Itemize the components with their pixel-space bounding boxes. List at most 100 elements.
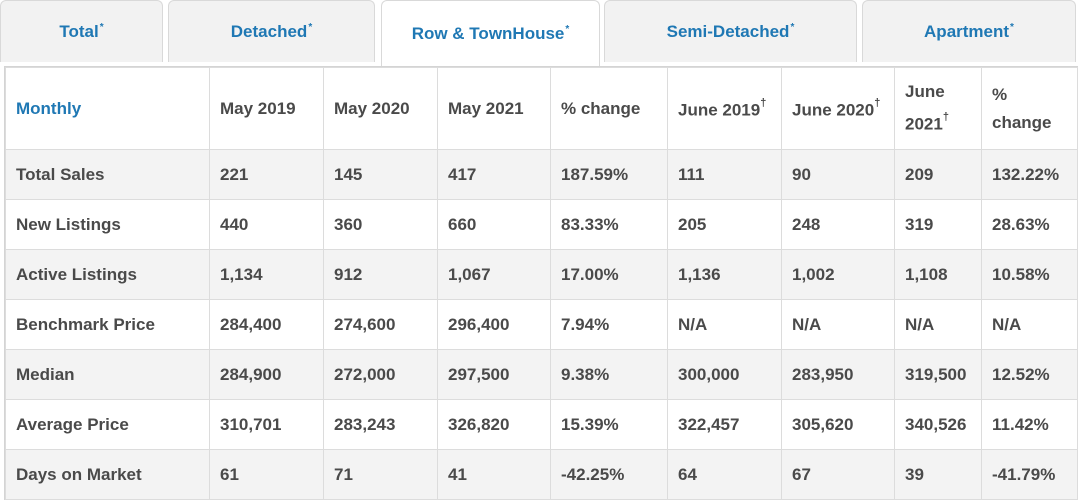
row-label: Benchmark Price (5, 299, 210, 350)
header-pct-change-june: % change (981, 67, 1078, 150)
header-may-2021: May 2021 (437, 67, 551, 150)
cell-value: 7.94% (550, 299, 668, 350)
tab-semi-detached-mark: * (790, 22, 795, 33)
header-june-2019-label: June 2019 (678, 100, 761, 120)
cell-value: 9.38% (550, 349, 668, 400)
cell-value: 39 (894, 449, 982, 500)
cell-value: 90 (781, 149, 895, 200)
cell-value: 284,900 (209, 349, 324, 400)
table-header-row: Monthly May 2019 May 2020 May 2021 % cha… (5, 67, 1078, 150)
header-june-2019-mark: † (760, 97, 767, 110)
cell-value: 326,820 (437, 399, 551, 450)
cell-value: 274,600 (323, 299, 438, 350)
cell-value: 61 (209, 449, 324, 500)
cell-value: 67 (781, 449, 895, 500)
cell-value: 15.39% (550, 399, 668, 450)
cell-value: 83.33% (550, 199, 668, 250)
cell-value: -42.25% (550, 449, 668, 500)
tab-apartment-label: Apartment (924, 21, 1010, 41)
table-row: Benchmark Price 284,400 274,600 296,400 … (5, 299, 1078, 350)
header-june-2020: June 2020† (781, 67, 895, 150)
row-label: Average Price (5, 399, 210, 450)
tab-row-townhouse[interactable]: Row & TownHouse * (381, 0, 600, 66)
tab-total-mark: * (99, 22, 104, 33)
cell-value: 1,108 (894, 249, 982, 300)
cell-value: 340,526 (894, 399, 982, 450)
table-row: Average Price 310,701 283,243 326,820 15… (5, 399, 1078, 450)
cell-value: 319,500 (894, 349, 982, 400)
cell-value: 284,400 (209, 299, 324, 350)
row-label: Median (5, 349, 210, 400)
cell-value: 1,136 (667, 249, 782, 300)
tab-detached-label: Detached (230, 21, 308, 41)
header-june-2020-mark: † (874, 97, 881, 110)
cell-value: 28.63% (981, 199, 1078, 250)
stats-table-container: Monthly May 2019 May 2020 May 2021 % cha… (4, 66, 1078, 500)
cell-value: 221 (209, 149, 324, 200)
cell-value: 205 (667, 199, 782, 250)
header-june-2021: June 2021† (894, 67, 982, 150)
cell-value: 283,950 (781, 349, 895, 400)
tab-row-townhouse-mark: * (565, 24, 570, 35)
cell-value: N/A (667, 299, 782, 350)
header-may-2020: May 2020 (323, 67, 438, 150)
cell-value: N/A (894, 299, 982, 350)
cell-value: 64 (667, 449, 782, 500)
cell-value: N/A (981, 299, 1078, 350)
cell-value: 305,620 (781, 399, 895, 450)
row-label: Days on Market (5, 449, 210, 500)
cell-value: 283,243 (323, 399, 438, 450)
cell-value: 209 (894, 149, 982, 200)
tab-semi-detached[interactable]: Semi-Detached * (604, 0, 857, 62)
tab-apartment-mark: * (1010, 22, 1014, 33)
cell-value: 111 (667, 149, 782, 200)
cell-value: 1,134 (209, 249, 324, 300)
header-june-2020-label: June 2020 (792, 100, 875, 120)
cell-value: 10.58% (981, 249, 1078, 300)
header-june-2021-label: June 2021 (905, 82, 945, 134)
cell-value: 187.59% (550, 149, 668, 200)
cell-value: 912 (323, 249, 438, 300)
cell-value: -41.79% (981, 449, 1078, 500)
tab-row-townhouse-label: Row & TownHouse (411, 23, 565, 43)
tab-detached-mark: * (308, 22, 313, 33)
header-may-2019: May 2019 (209, 67, 324, 150)
row-label: Active Listings (5, 249, 210, 300)
table-row: New Listings 440 360 660 83.33% 205 248 … (5, 199, 1078, 250)
header-monthly: Monthly (5, 67, 210, 150)
tab-apartment[interactable]: Apartment * (862, 0, 1076, 62)
cell-value: 272,000 (323, 349, 438, 400)
tab-detached[interactable]: Detached * (168, 0, 375, 62)
table-row: Days on Market 61 71 41 -42.25% 64 67 39… (5, 449, 1078, 500)
cell-value: 248 (781, 199, 895, 250)
tab-total-label: Total (59, 21, 99, 41)
cell-value: 41 (437, 449, 551, 500)
tab-total[interactable]: Total * (0, 0, 163, 62)
table-row: Active Listings 1,134 912 1,067 17.00% 1… (5, 249, 1078, 300)
cell-value: 145 (323, 149, 438, 200)
cell-value: 71 (323, 449, 438, 500)
row-label: New Listings (5, 199, 210, 250)
cell-value: 296,400 (437, 299, 551, 350)
cell-value: 1,067 (437, 249, 551, 300)
cell-value: 440 (209, 199, 324, 250)
cell-value: 11.42% (981, 399, 1078, 450)
cell-value: 360 (323, 199, 438, 250)
cell-value: N/A (781, 299, 895, 350)
category-tabs: Total * Detached * Row & TownHouse * Semi-D… (0, 0, 1080, 66)
row-label: Total Sales (5, 149, 210, 200)
cell-value: 660 (437, 199, 551, 250)
cell-value: 319 (894, 199, 982, 250)
table-row: Total Sales 221 145 417 187.59% 111 90 2… (5, 149, 1078, 200)
header-june-2021-mark: † (942, 111, 949, 124)
cell-value: 132.22% (981, 149, 1078, 200)
cell-value: 1,002 (781, 249, 895, 300)
cell-value: 300,000 (667, 349, 782, 400)
cell-value: 322,457 (667, 399, 782, 450)
cell-value: 310,701 (209, 399, 324, 450)
cell-value: 297,500 (437, 349, 551, 400)
header-june-2019: June 2019† (667, 67, 782, 150)
market-stats-table: Monthly May 2019 May 2020 May 2021 % cha… (5, 67, 1078, 500)
cell-value: 12.52% (981, 349, 1078, 400)
table-row: Median 284,900 272,000 297,500 9.38% 300… (5, 349, 1078, 400)
